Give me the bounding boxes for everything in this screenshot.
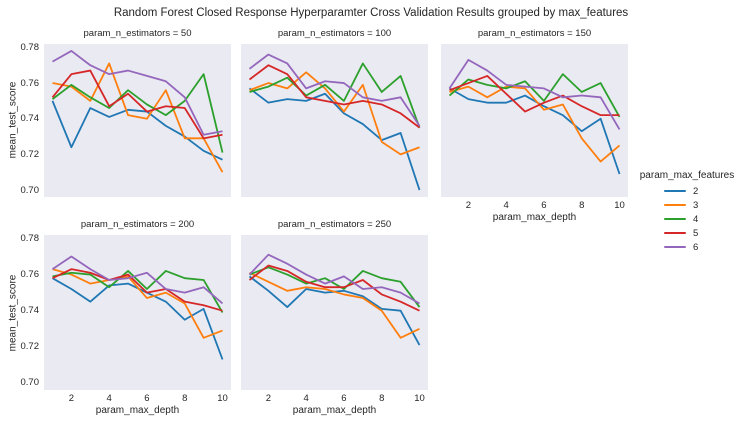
line-max-features-6 — [51, 255, 224, 305]
legend-line-swatch — [664, 246, 686, 248]
line-max-features-5 — [248, 264, 420, 312]
legend-entry-2: 2 — [634, 184, 740, 198]
facet-title: param_n_estimators = 100 — [277, 28, 392, 39]
line-max-features-3 — [249, 271, 420, 339]
x-tick-label: 4 — [303, 393, 309, 404]
x-tick-label: 6 — [341, 393, 347, 404]
line-max-features-4 — [52, 270, 224, 313]
line-max-features-4 — [448, 73, 621, 118]
plot-area — [44, 44, 231, 197]
facet-plot — [44, 44, 231, 197]
line-max-features-2 — [449, 87, 621, 175]
legend-entry-label: 6 — [693, 241, 699, 253]
line-max-features-2 — [51, 100, 223, 161]
legend-entry-5: 5 — [634, 226, 740, 240]
x-tick-label: 8 — [182, 393, 188, 404]
y-tick-label: 0.70 — [20, 377, 40, 389]
x-tick-label: 10 — [414, 393, 425, 404]
y-tick-label: 0.78 — [20, 232, 40, 244]
legend-line-swatch — [664, 190, 686, 192]
x-tick-label: 2 — [465, 200, 472, 211]
x-tick-label: 6 — [541, 200, 547, 211]
y-tick-label: 0.76 — [20, 269, 40, 281]
plot-area — [241, 44, 428, 197]
line-max-features-5 — [449, 75, 620, 117]
y-tick-label: 0.74 — [20, 305, 40, 317]
legend-line-swatch — [664, 204, 686, 206]
line-max-features-5 — [51, 69, 223, 140]
plot-area — [44, 235, 231, 390]
x-tick-label: 10 — [614, 200, 625, 211]
facet-title: param_n_estimators = 150 — [477, 28, 592, 39]
plot-area — [241, 235, 428, 390]
legend-entry-3: 3 — [634, 198, 740, 212]
facet-plot — [441, 44, 628, 197]
line-max-features-3 — [249, 71, 420, 156]
facet-plot — [241, 44, 428, 197]
facet-title: param_n_estimators = 50 — [83, 28, 192, 39]
legend-title: param_max_features — [639, 170, 735, 181]
y-tick-label: 0.78 — [20, 41, 40, 53]
y-tick-label: 0.72 — [20, 341, 40, 353]
y-tick-label: 0.74 — [20, 113, 40, 125]
x-tick-label: 8 — [379, 393, 385, 404]
x-tick-label: 10 — [217, 393, 228, 404]
legend-entry-label: 2 — [693, 185, 699, 197]
line-max-features-6 — [52, 50, 223, 136]
y-tick-label: 0.70 — [20, 184, 40, 196]
line-max-features-4 — [51, 73, 224, 153]
figure-title: Random Forest Closed Response Hyperparam… — [113, 7, 629, 19]
line-max-features-4 — [249, 266, 421, 308]
x-tick-label: 4 — [106, 393, 112, 404]
facet-title: param_n_estimators = 200 — [80, 219, 195, 230]
facet-plot — [241, 235, 428, 390]
legend-entry-label: 5 — [693, 227, 699, 239]
legend-entry-label: 3 — [693, 199, 699, 211]
line-max-features-5 — [248, 64, 421, 129]
legend-line-swatch — [664, 232, 686, 234]
legend-entries: 2 3 4 5 6 — [634, 184, 740, 254]
line-max-features-6 — [448, 58, 621, 130]
y-tick-label: 0.76 — [20, 77, 40, 89]
y-tick-label: 0.72 — [20, 148, 40, 160]
legend-line-swatch — [664, 218, 686, 220]
facet-title: param_n_estimators = 250 — [277, 219, 392, 230]
line-max-features-6 — [248, 253, 420, 305]
x-tick-label: 2 — [265, 393, 272, 404]
line-max-features-3 — [52, 268, 223, 339]
legend-entry-4: 4 — [634, 212, 740, 226]
line-max-features-6 — [248, 53, 421, 127]
x-axis-label: param_max_depth — [95, 405, 180, 416]
line-max-features-5 — [52, 268, 223, 312]
line-max-features-3 — [52, 62, 224, 173]
legend-entry-label: 4 — [693, 213, 699, 225]
line-max-features-4 — [249, 62, 421, 128]
x-tick-label: 6 — [144, 393, 150, 404]
facet-plot — [44, 235, 231, 390]
plot-area — [441, 44, 628, 197]
line-max-features-3 — [449, 85, 621, 163]
x-tick-label: 2 — [68, 393, 75, 404]
x-axis-label: param_max_depth — [492, 212, 577, 223]
legend-entry-6: 6 — [634, 240, 740, 254]
x-tick-label: 4 — [503, 200, 509, 211]
legend: param_max_features 2 3 4 5 6 — [634, 170, 740, 254]
x-axis-label: param_max_depth — [292, 405, 377, 416]
x-tick-label: 8 — [579, 200, 585, 211]
